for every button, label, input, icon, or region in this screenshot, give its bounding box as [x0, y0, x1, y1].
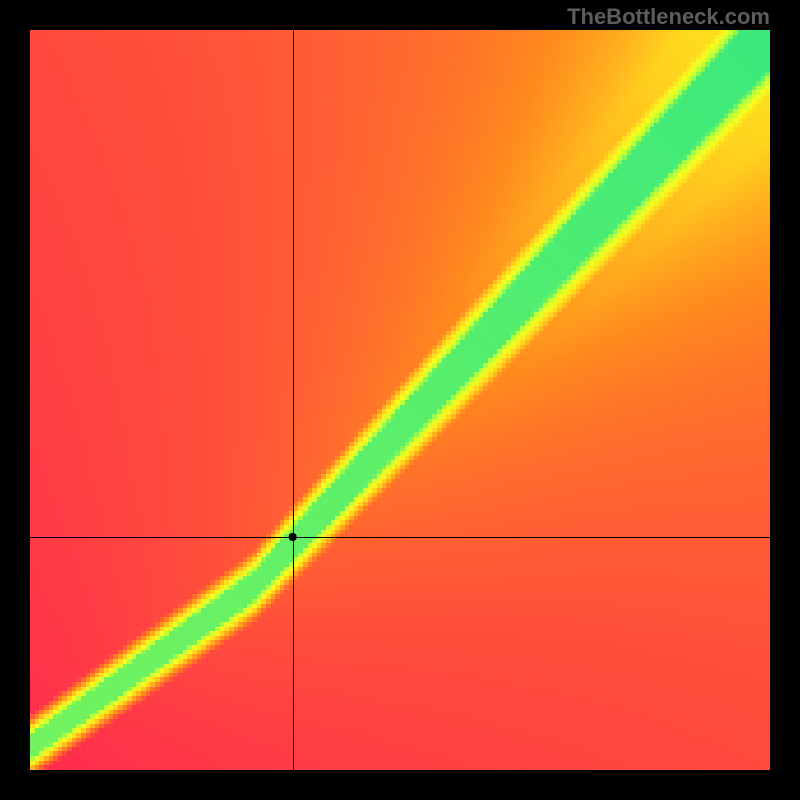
chart-container: TheBottleneck.com [0, 0, 800, 800]
bottleneck-heatmap [0, 0, 800, 800]
watermark-text: TheBottleneck.com [567, 4, 770, 30]
